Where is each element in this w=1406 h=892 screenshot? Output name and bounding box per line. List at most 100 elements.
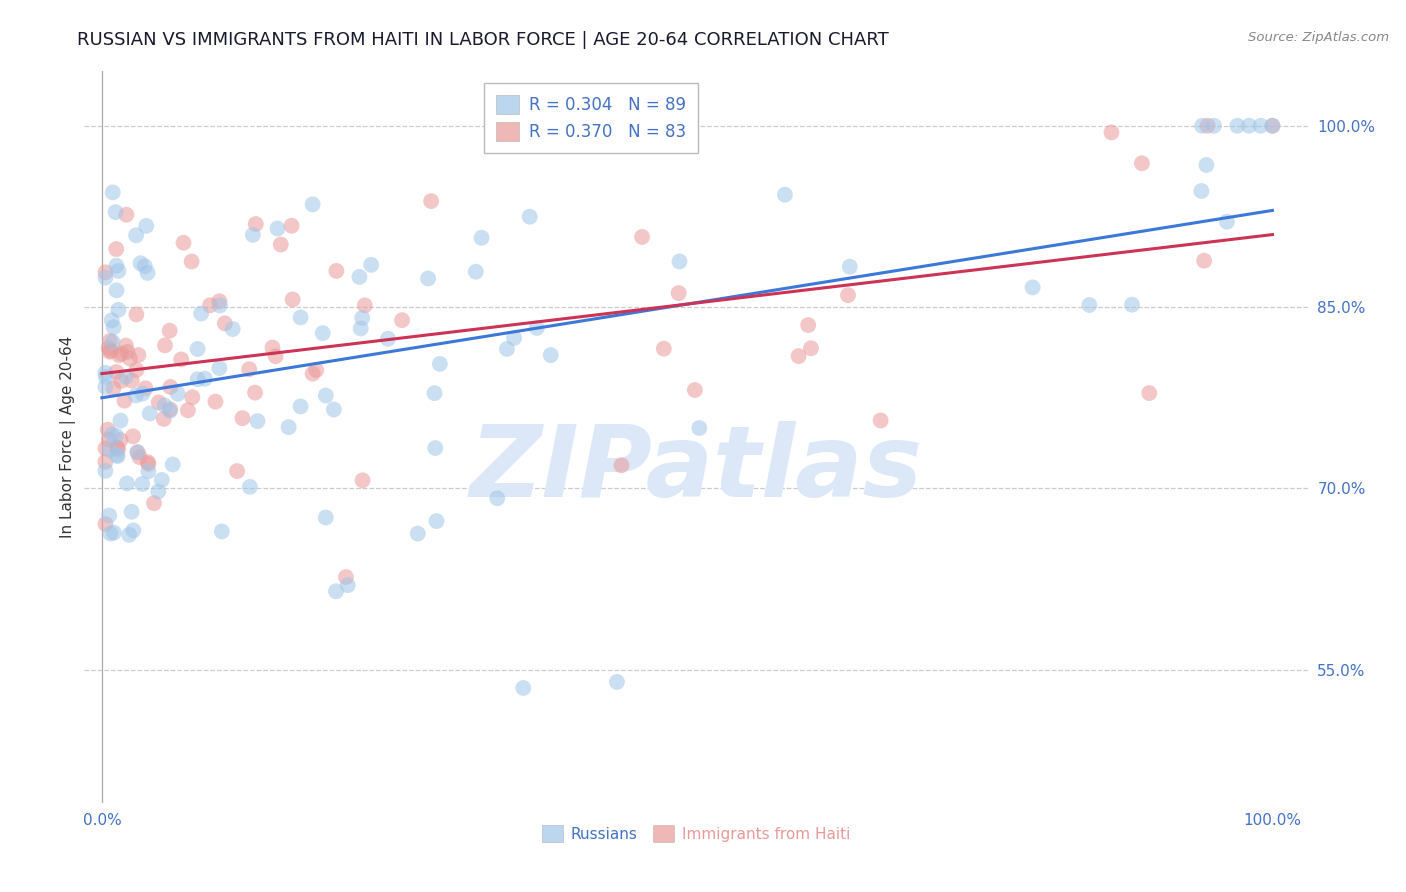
Point [800,341,823,355]
Point [122,524,145,538]
Point [464,265,486,279]
Point [1250,119,1272,133]
Point [125,363,148,377]
Point [187,372,209,386]
Point [245,217,267,231]
Text: RUSSIAN VS IMMIGRANTS FROM HAITI IN LABOR FORCE | AGE 20-64 CORRELATION CHART: RUSSIAN VS IMMIGRANTS FROM HAITI IN LABO… [77,31,889,49]
Point [148,395,170,409]
Point [1121,298,1143,312]
Point [226,464,249,478]
Point [1216,215,1239,229]
Point [173,235,195,250]
Point [105,283,128,297]
Point [336,578,359,592]
Point [221,322,243,336]
Point [159,324,181,338]
Point [416,271,439,285]
Point [98,344,121,359]
Point [208,294,231,309]
Point [301,197,323,211]
Point [105,259,128,273]
Point [1137,386,1160,401]
Point [231,411,253,425]
Point [353,298,375,312]
Point [127,445,149,459]
Point [266,221,288,235]
Point [100,427,122,442]
Point [136,455,159,469]
Point [98,508,121,523]
Point [668,286,690,301]
Point [97,341,120,355]
Point [242,227,264,242]
Point [118,351,141,366]
Point [837,288,859,302]
Point [1226,119,1249,133]
Point [1078,298,1101,312]
Point [117,344,139,359]
Point [214,316,236,330]
Point [107,442,129,457]
Point [167,386,190,401]
Point [198,298,221,312]
Point [869,413,891,427]
Point [425,441,447,455]
Point [107,441,129,455]
Point [170,352,193,367]
Point [1195,158,1218,172]
Point [335,570,357,584]
Point [111,346,134,360]
Point [496,342,519,356]
Point [100,526,122,541]
Point [127,445,149,459]
Point [277,420,299,434]
Point [100,343,122,358]
Point [429,357,451,371]
Point [121,505,143,519]
Point [107,264,129,278]
Point [1130,156,1153,170]
Point [773,187,796,202]
Point [838,260,860,274]
Point [181,390,204,404]
Point [98,334,121,348]
Point [238,362,260,376]
Point [352,310,374,325]
Point [315,388,337,402]
Point [1189,184,1212,198]
Point [471,231,494,245]
Point [519,210,541,224]
Point [688,421,710,435]
Point [121,374,143,388]
Point [127,348,149,362]
Point [94,265,117,279]
Point [118,528,141,542]
Point [104,429,127,443]
Point [100,313,122,327]
Point [177,403,200,417]
Point [97,423,120,437]
Point [512,681,534,695]
Point [280,219,302,233]
Point [97,433,120,447]
Point [1261,119,1284,133]
Point [114,369,136,384]
Point [159,380,181,394]
Point [110,433,132,447]
Point [190,306,212,320]
Point [1197,119,1219,133]
Point [1202,119,1225,133]
Point [129,256,152,270]
Point [159,404,181,418]
Point [115,338,138,352]
Point [194,372,217,386]
Point [153,399,176,413]
Point [94,380,117,394]
Point [406,526,429,541]
Point [125,228,148,243]
Point [1101,125,1123,139]
Point [1261,119,1284,133]
Point [187,342,209,356]
Point [315,510,337,524]
Point [180,254,202,268]
